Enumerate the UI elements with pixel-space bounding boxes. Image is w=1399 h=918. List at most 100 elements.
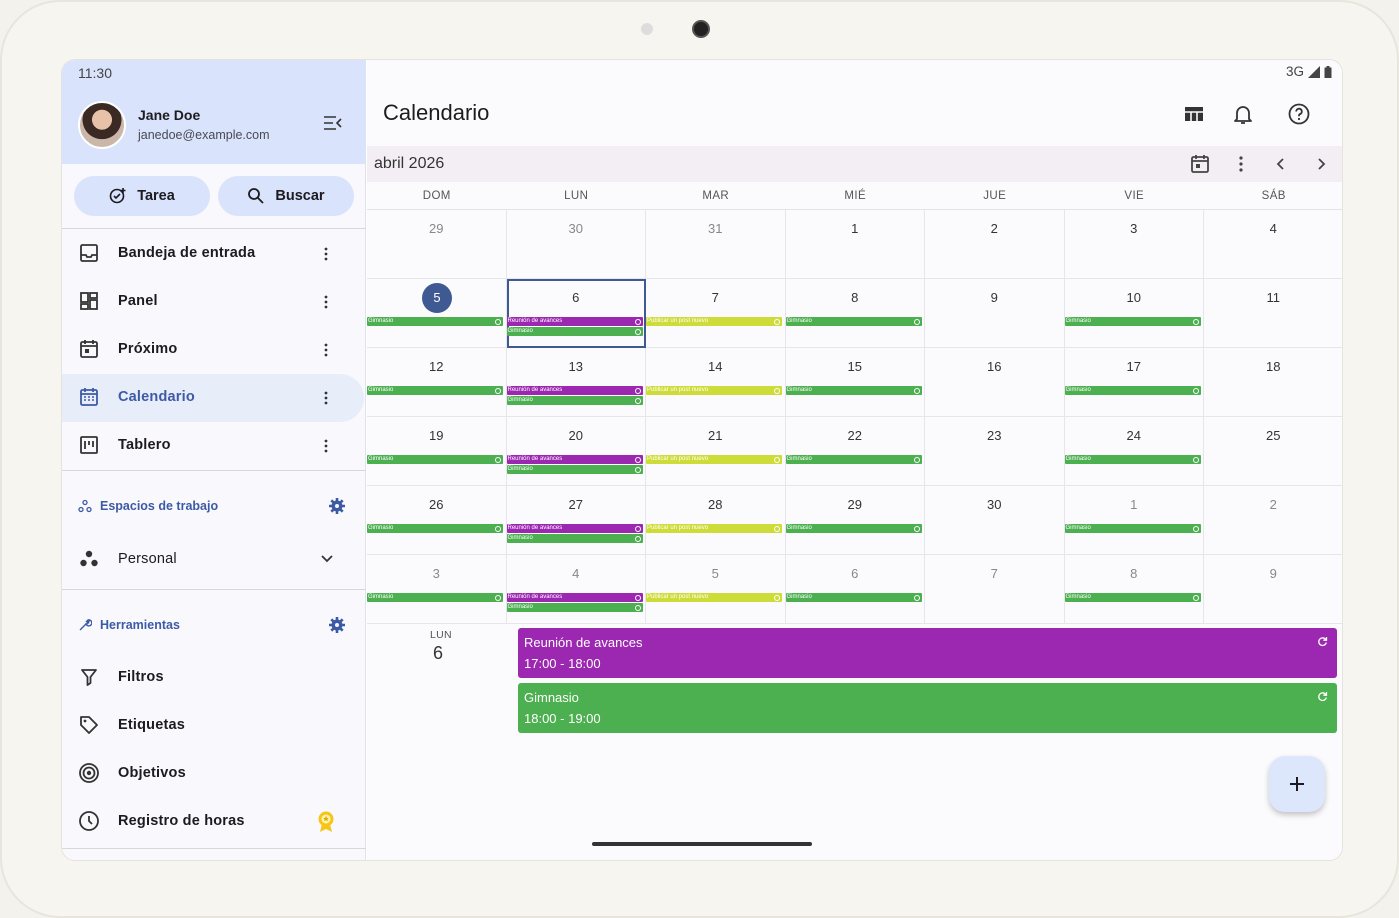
event-chip[interactable]: Gimnasio bbox=[1064, 386, 1201, 395]
event-chip[interactable]: Gimnasio bbox=[506, 534, 643, 543]
agenda-event[interactable]: Reunión de avances 17:00 - 18:00 bbox=[518, 628, 1337, 678]
event-chip[interactable]: Gimnasio bbox=[367, 386, 503, 395]
add-event-button[interactable] bbox=[1269, 756, 1325, 812]
workspaces-settings-icon[interactable] bbox=[328, 497, 346, 515]
day-cell[interactable]: 20 Reunión de avances Gimnasio bbox=[506, 417, 646, 486]
more-options-icon[interactable] bbox=[320, 389, 332, 407]
event-chip[interactable]: Gimnasio bbox=[506, 465, 643, 474]
day-cell[interactable]: 4 Reunión de avances Gimnasio bbox=[506, 555, 646, 624]
day-cell[interactable]: 3 bbox=[1064, 210, 1204, 279]
event-chip[interactable]: Publicar un post nuevo bbox=[646, 593, 782, 602]
event-chip[interactable]: Gimnasio bbox=[367, 317, 503, 326]
nav-item-panel[interactable]: Panel bbox=[62, 278, 364, 326]
event-chip[interactable]: Reunión de avances bbox=[506, 317, 643, 326]
day-cell[interactable]: 23 bbox=[925, 417, 1065, 486]
event-chip[interactable]: Gimnasio bbox=[506, 327, 643, 336]
day-cell[interactable]: 14 Publicar un post nuevo bbox=[646, 348, 786, 417]
event-chip[interactable]: Gimnasio bbox=[785, 455, 922, 464]
event-chip[interactable]: Gimnasio bbox=[1064, 593, 1201, 602]
day-cell[interactable]: 27 Reunión de avances Gimnasio bbox=[506, 486, 646, 555]
event-chip[interactable]: Publicar un post nuevo bbox=[646, 455, 782, 464]
today-icon[interactable] bbox=[1189, 153, 1211, 175]
bell-icon[interactable] bbox=[1231, 102, 1255, 126]
day-cell[interactable]: 28 Publicar un post nuevo bbox=[646, 486, 786, 555]
day-cell[interactable]: 5 Gimnasio bbox=[367, 279, 507, 348]
tool-item-goals[interactable]: Objetivos bbox=[62, 750, 364, 798]
day-cell[interactable]: 30 bbox=[506, 210, 646, 279]
event-chip[interactable]: Gimnasio bbox=[785, 386, 922, 395]
day-cell[interactable]: 17 Gimnasio bbox=[1064, 348, 1204, 417]
day-cell[interactable]: 31 bbox=[646, 210, 786, 279]
day-cell[interactable]: 12 Gimnasio bbox=[367, 348, 507, 417]
help-icon[interactable] bbox=[1287, 102, 1311, 126]
add-task-button[interactable]: Tarea bbox=[74, 176, 210, 216]
avatar[interactable] bbox=[78, 101, 126, 149]
workspace-selector[interactable]: Personal bbox=[62, 536, 364, 584]
nav-item-upcoming[interactable]: Próximo bbox=[62, 326, 364, 374]
nav-item-calendar[interactable]: Calendario bbox=[62, 374, 364, 422]
day-cell[interactable]: 8 Gimnasio bbox=[1064, 555, 1204, 624]
event-chip[interactable]: Gimnasio bbox=[1064, 455, 1201, 464]
nav-item-inbox[interactable]: Bandeja de entrada bbox=[62, 230, 364, 278]
day-cell[interactable]: 7 bbox=[925, 555, 1065, 624]
tools-settings-icon[interactable] bbox=[328, 616, 346, 634]
event-chip[interactable]: Publicar un post nuevo bbox=[646, 386, 782, 395]
more-options-icon[interactable] bbox=[320, 437, 332, 455]
day-cell[interactable]: 24 Gimnasio bbox=[1064, 417, 1204, 486]
tool-item-filters[interactable]: Filtros bbox=[62, 654, 364, 702]
day-cell[interactable]: 25 bbox=[1204, 417, 1342, 486]
event-chip[interactable]: Reunión de avances bbox=[506, 524, 643, 533]
event-chip[interactable]: Gimnasio bbox=[506, 603, 643, 612]
day-cell[interactable]: 15 Gimnasio bbox=[785, 348, 925, 417]
nav-item-board[interactable]: Tablero bbox=[62, 422, 364, 470]
day-cell[interactable]: 10 Gimnasio bbox=[1064, 279, 1204, 348]
day-cell[interactable]: 11 bbox=[1204, 279, 1342, 348]
chevron-down-icon[interactable] bbox=[320, 552, 334, 566]
event-chip[interactable]: Gimnasio bbox=[785, 317, 922, 326]
day-cell[interactable]: 7 Publicar un post nuevo bbox=[646, 279, 786, 348]
day-cell[interactable]: 2 bbox=[1204, 486, 1342, 555]
event-chip[interactable]: Gimnasio bbox=[506, 396, 643, 405]
day-cell[interactable]: 6 Gimnasio bbox=[785, 555, 925, 624]
day-cell[interactable]: 22 Gimnasio bbox=[785, 417, 925, 486]
day-cell[interactable]: 13 Reunión de avances Gimnasio bbox=[506, 348, 646, 417]
day-cell[interactable]: 30 bbox=[925, 486, 1065, 555]
day-cell[interactable]: 4 bbox=[1204, 210, 1342, 279]
event-chip[interactable]: Gimnasio bbox=[1064, 524, 1201, 533]
more-options-icon[interactable] bbox=[320, 293, 332, 311]
day-cell[interactable]: 19 Gimnasio bbox=[367, 417, 507, 486]
event-chip[interactable]: Gimnasio bbox=[367, 455, 503, 464]
day-cell[interactable]: 16 bbox=[925, 348, 1065, 417]
tool-item-tags[interactable]: Etiquetas bbox=[62, 702, 364, 750]
view-layout-icon[interactable] bbox=[1182, 102, 1206, 126]
chevron-left-icon[interactable] bbox=[1270, 153, 1292, 175]
search-button[interactable]: Buscar bbox=[218, 176, 354, 216]
event-chip[interactable]: Publicar un post nuevo bbox=[646, 524, 782, 533]
day-cell[interactable]: 18 bbox=[1204, 348, 1342, 417]
more-vert-icon[interactable] bbox=[1230, 153, 1252, 175]
event-chip[interactable]: Publicar un post nuevo bbox=[646, 317, 782, 326]
day-cell[interactable]: 26 Gimnasio bbox=[367, 486, 507, 555]
more-options-icon[interactable] bbox=[320, 341, 332, 359]
day-cell[interactable]: 6 Reunión de avances Gimnasio bbox=[506, 279, 646, 348]
day-cell[interactable]: 1 bbox=[785, 210, 925, 279]
day-cell[interactable]: 8 Gimnasio bbox=[785, 279, 925, 348]
day-cell[interactable]: 2 bbox=[925, 210, 1065, 279]
event-chip[interactable]: Reunión de avances bbox=[506, 455, 643, 464]
event-chip[interactable]: Gimnasio bbox=[367, 524, 503, 533]
event-chip[interactable]: Gimnasio bbox=[785, 593, 922, 602]
day-cell[interactable]: 29 bbox=[367, 210, 507, 279]
tool-item-time-tracking[interactable]: Registro de horas bbox=[62, 798, 364, 846]
event-chip[interactable]: Gimnasio bbox=[785, 524, 922, 533]
event-chip[interactable]: Reunión de avances bbox=[506, 593, 643, 602]
day-cell[interactable]: 9 bbox=[1204, 555, 1342, 624]
day-cell[interactable]: 3 Gimnasio bbox=[367, 555, 507, 624]
day-cell[interactable]: 1 Gimnasio bbox=[1064, 486, 1204, 555]
event-chip[interactable]: Reunión de avances bbox=[506, 386, 643, 395]
day-cell[interactable]: 5 Publicar un post nuevo bbox=[646, 555, 786, 624]
chevron-right-icon[interactable] bbox=[1310, 153, 1332, 175]
agenda-event[interactable]: Gimnasio 18:00 - 19:00 bbox=[518, 683, 1337, 733]
event-chip[interactable]: Gimnasio bbox=[367, 593, 503, 602]
collapse-menu-icon[interactable] bbox=[324, 116, 342, 130]
event-chip[interactable]: Gimnasio bbox=[1064, 317, 1201, 326]
